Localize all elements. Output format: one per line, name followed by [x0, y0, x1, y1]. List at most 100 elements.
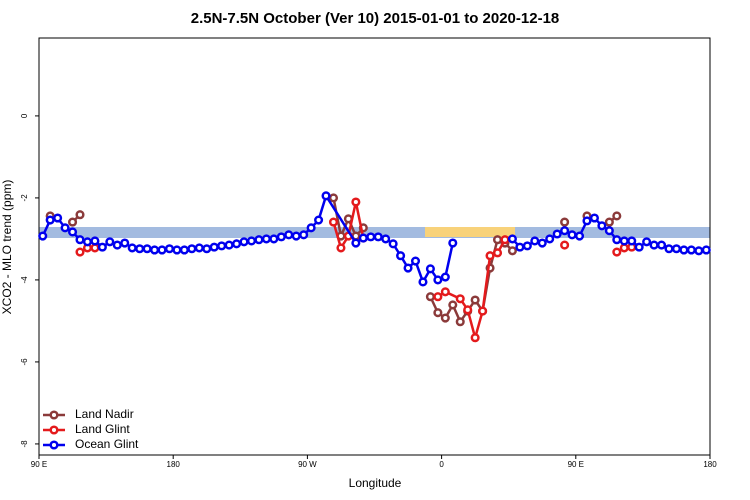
point	[351, 238, 361, 248]
y-tick-label: -2	[20, 194, 29, 202]
point	[552, 229, 562, 239]
point	[440, 287, 450, 297]
point	[336, 243, 346, 253]
point	[492, 248, 503, 258]
point	[314, 215, 324, 225]
x-tick-label: 180	[703, 460, 717, 469]
point	[291, 231, 301, 241]
point	[701, 245, 711, 255]
point	[530, 236, 540, 246]
point	[649, 240, 659, 250]
point	[560, 240, 570, 250]
point	[172, 245, 182, 255]
point	[328, 193, 339, 203]
point	[694, 246, 704, 256]
series-line	[79, 201, 632, 343]
point	[351, 197, 361, 207]
point	[142, 244, 152, 254]
legend-marker	[49, 425, 59, 435]
point	[433, 308, 443, 318]
point	[664, 244, 674, 254]
point	[68, 227, 78, 237]
point	[239, 237, 249, 247]
x-tick-label: 180	[167, 460, 181, 469]
y-axis-label: XCO2 - MLO trend (ppm)	[0, 180, 14, 315]
point	[299, 230, 309, 240]
point	[686, 245, 696, 255]
point	[157, 245, 167, 255]
point	[507, 234, 517, 244]
legend-label: Land Nadir	[75, 407, 134, 421]
point	[500, 235, 510, 245]
point	[217, 241, 227, 251]
point	[60, 223, 70, 233]
point	[656, 240, 667, 250]
point	[612, 247, 622, 257]
point	[440, 272, 450, 282]
point	[246, 236, 257, 246]
x-tick-label: 90 E	[31, 460, 47, 469]
point	[202, 244, 212, 254]
chart-title: 2.5N-7.5N October (Ver 10) 2015-01-01 to…	[191, 10, 560, 27]
point	[470, 295, 480, 305]
point	[328, 217, 339, 227]
point	[560, 217, 570, 227]
point	[679, 245, 689, 255]
point	[410, 256, 421, 266]
point	[589, 213, 599, 223]
point	[388, 239, 398, 249]
point	[366, 232, 376, 242]
point	[545, 234, 555, 244]
point	[619, 236, 629, 246]
point	[187, 244, 197, 254]
point	[45, 215, 55, 225]
point	[209, 242, 219, 252]
point	[515, 242, 525, 252]
plot-frame	[38, 37, 711, 456]
point	[560, 226, 570, 236]
point	[135, 244, 145, 254]
point	[485, 251, 495, 261]
point	[478, 306, 488, 316]
x-axis-label: Longitude	[349, 476, 402, 490]
background-band-highlight	[425, 227, 515, 237]
point	[433, 275, 443, 285]
point	[90, 243, 100, 253]
y-tick-label: -4	[20, 276, 29, 284]
point	[97, 242, 107, 252]
point	[53, 213, 63, 223]
point	[276, 232, 286, 242]
point	[612, 211, 622, 221]
point	[642, 237, 652, 247]
legend-marker	[49, 410, 59, 420]
legend-marker	[49, 440, 59, 450]
point	[381, 234, 391, 244]
point	[597, 221, 607, 231]
point	[634, 242, 644, 252]
point	[38, 231, 48, 241]
point	[120, 238, 130, 248]
x-tick-label: 0	[439, 460, 444, 469]
point	[396, 251, 406, 261]
point	[567, 230, 577, 240]
point	[470, 333, 480, 343]
point	[604, 226, 614, 236]
point	[627, 236, 637, 246]
point	[82, 237, 93, 247]
point	[75, 210, 85, 220]
point	[619, 243, 629, 253]
point	[448, 238, 458, 248]
point	[463, 305, 473, 315]
point	[269, 234, 279, 244]
point	[425, 292, 435, 302]
point	[150, 245, 160, 255]
point	[284, 230, 294, 240]
point	[179, 245, 189, 255]
point	[373, 232, 383, 242]
point	[537, 238, 547, 248]
point	[455, 317, 465, 327]
background-band	[39, 227, 710, 238]
point	[433, 292, 443, 302]
x-tick-label: 90 E	[568, 460, 584, 469]
